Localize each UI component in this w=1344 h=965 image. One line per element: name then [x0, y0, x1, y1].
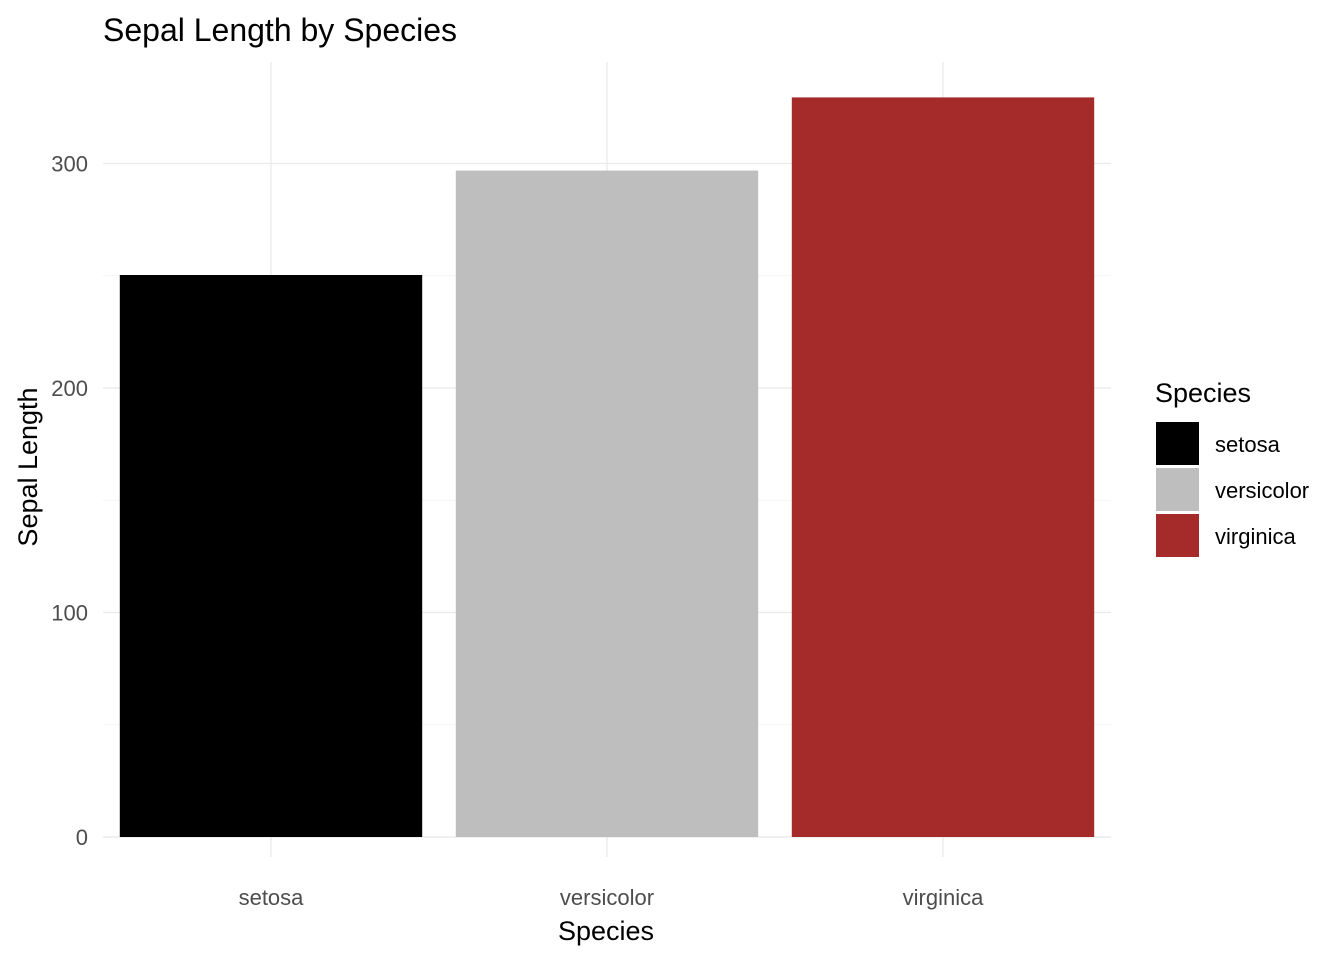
y-axis-title: Sepal Length — [13, 387, 43, 546]
legend-key-versicolor — [1156, 468, 1199, 511]
y-tick-label: 100 — [51, 600, 88, 625]
y-axis-ticks: 0 100 200 300 — [51, 151, 88, 850]
y-tick-label: 0 — [76, 825, 88, 850]
x-tick-label: setosa — [239, 885, 305, 910]
y-tick-label: 200 — [51, 376, 88, 401]
bars-layer — [119, 97, 1095, 837]
x-axis-ticks: setosa versicolor virginica — [239, 885, 985, 910]
bar-versicolor — [455, 170, 759, 837]
legend-key-setosa — [1156, 422, 1199, 465]
legend-label-versicolor: versicolor — [1215, 478, 1309, 503]
y-tick-label: 300 — [51, 151, 88, 176]
legend: Species setosa versicolor virginica — [1155, 378, 1309, 557]
legend-label-setosa: setosa — [1215, 432, 1281, 457]
x-axis-title: Species — [558, 916, 654, 946]
legend-items: setosa versicolor virginica — [1156, 422, 1309, 557]
chart-title: Sepal Length by Species — [103, 12, 457, 48]
x-tick-label: virginica — [903, 885, 984, 910]
legend-title: Species — [1155, 378, 1251, 408]
bar-virginica — [791, 97, 1095, 837]
legend-key-virginica — [1156, 514, 1199, 557]
bar-setosa — [119, 275, 423, 837]
x-tick-label: versicolor — [560, 885, 654, 910]
legend-label-virginica: virginica — [1215, 524, 1296, 549]
